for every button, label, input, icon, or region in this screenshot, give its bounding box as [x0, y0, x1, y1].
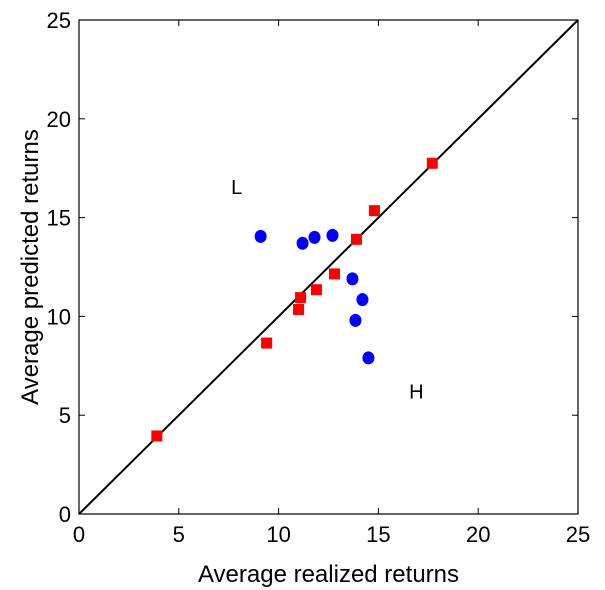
red-square-point: [426, 157, 438, 169]
blue-circle-point: [326, 228, 339, 242]
y-tick-label: 20: [47, 107, 71, 132]
blue-circle-point: [308, 230, 321, 244]
red-square-point: [311, 284, 323, 296]
y-axis-label: Average predicted returns: [17, 129, 44, 405]
y-tick-label: 15: [47, 206, 71, 231]
x-tick-label: 15: [366, 522, 390, 547]
x-tick-label: 20: [466, 522, 490, 547]
y-tick-label: 10: [47, 304, 71, 329]
blue-circle-point: [362, 351, 375, 365]
blue-circle-point: [349, 313, 362, 327]
x-tick-label: 0: [73, 522, 85, 547]
red-square-point: [350, 233, 362, 245]
x-tick-label: 5: [173, 522, 185, 547]
blue-circle-point: [356, 293, 369, 307]
data-points: [151, 157, 438, 442]
blue-circle-point: [254, 229, 267, 243]
annotations: LH: [231, 177, 423, 404]
y-tick-label: 0: [59, 502, 71, 527]
red-square-point: [295, 292, 307, 304]
y-tick-label: 5: [59, 403, 71, 428]
blue-circle-point: [296, 236, 309, 250]
red-square-point: [368, 205, 380, 217]
red-square-point: [293, 303, 305, 315]
red-square-point: [328, 268, 340, 280]
y-tick-label: 25: [47, 8, 71, 33]
plot-frame: [78, 19, 579, 515]
x-tick-label: 25: [566, 522, 590, 547]
tick-labels: 0 5 10 15 20 25 0 5 10 15 20 25: [47, 8, 591, 547]
x-tick-label: 10: [266, 522, 290, 547]
annotation-l: L: [231, 177, 242, 199]
x-axis-label: Average realized returns: [198, 561, 459, 588]
red-square-point: [151, 430, 163, 442]
annotation-h: H: [409, 381, 423, 403]
blue-circle-point: [346, 272, 359, 286]
red-square-point: [261, 337, 273, 349]
